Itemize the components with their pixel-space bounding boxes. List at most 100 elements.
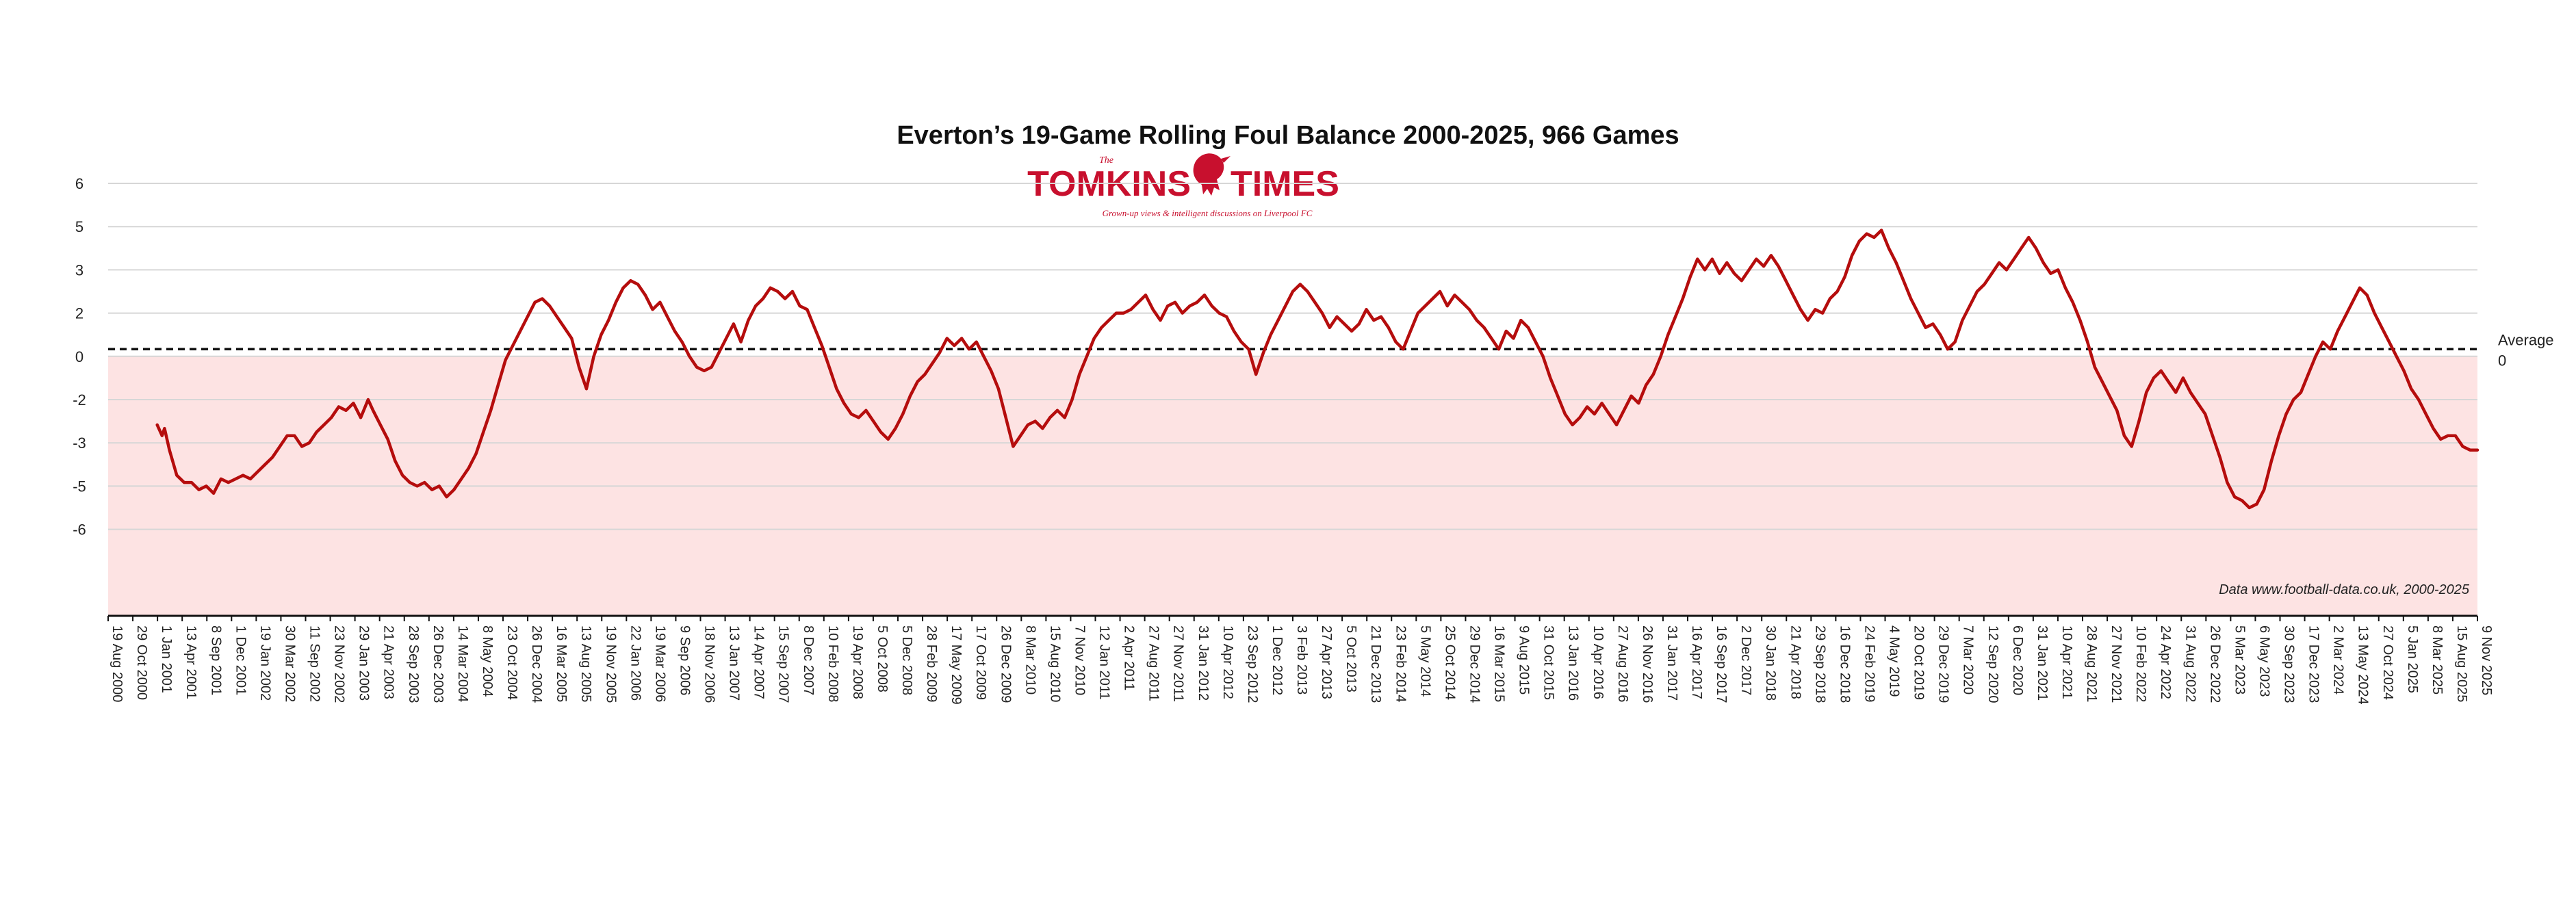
x-tick-label: 16 Dec 2018 (1837, 625, 1852, 703)
x-tick-label: 2 Apr 2011 (1122, 625, 1137, 690)
average-label: Average (2498, 331, 2554, 348)
x-tick-label: 19 Mar 2006 (652, 625, 667, 702)
x-tick-label: 5 Oct 2013 (1343, 625, 1358, 692)
x-tick-label: 27 Oct 2024 (2380, 625, 2395, 700)
x-tick-label: 10 Apr 2012 (1220, 625, 1235, 699)
data-source-note: Data www.football-data.co.uk, 2000-2025 (2219, 582, 2470, 597)
x-tick-label: 27 Nov 2011 (1171, 625, 1186, 702)
x-tick-label: 27 Aug 2011 (1146, 625, 1161, 701)
x-tick-label: 16 Mar 2005 (554, 625, 569, 702)
x-tick-label: 23 Nov 2002 (332, 625, 347, 703)
x-tick-label: 18 Nov 2006 (702, 625, 717, 703)
x-tick-label: 29 Dec 2014 (1467, 625, 1482, 703)
x-tick-label: 16 Sep 2017 (1714, 625, 1729, 703)
plot-area: 6 5 3 2 0 -2 -3 -5 -6 19 Aug 2000 29 Oct 2000 1 Jan… (73, 175, 2553, 705)
y-tick-label: 3 (75, 261, 83, 278)
x-tick-label: 6 Dec 2020 (2010, 625, 2025, 695)
x-tick-label: 7 Mar 2020 (1961, 625, 1976, 695)
x-tick-label: 8 Sep 2001 (208, 625, 223, 695)
x-tick-label: 29 Jan 2003 (357, 625, 372, 701)
x-tick-label: 1 Jan 2001 (159, 625, 174, 693)
logo-tagline: Grown-up views & intelligent discussions… (1103, 208, 1313, 218)
x-tick-label: 26 Dec 2004 (529, 625, 544, 703)
x-tick-label: 30 Mar 2002 (282, 625, 297, 702)
x-tick-label: 17 Dec 2023 (2306, 625, 2321, 703)
x-tick-label: 16 Mar 2015 (1492, 625, 1507, 702)
x-tick-label: 21 Apr 2003 (381, 625, 396, 699)
x-tick-label: 10 Apr 2016 (1590, 625, 1606, 699)
x-tick-label: 31 Jan 2021 (2035, 625, 2050, 701)
x-tick-label: 15 Sep 2007 (776, 625, 791, 703)
x-tick-label: 8 Dec 2007 (801, 625, 816, 695)
x-tick-label: 31 Jan 2012 (1196, 625, 1211, 701)
x-tick-label: 5 Mar 2023 (2232, 625, 2247, 695)
tomkins-times-logo: The TOMKINS TIMES Grown-up views & intel… (1027, 153, 1339, 218)
x-tick-label: 9 Sep 2006 (677, 625, 692, 695)
x-tick-label: 19 Nov 2005 (603, 625, 618, 703)
x-tick-label: 1 Dec 2001 (233, 625, 248, 695)
x-tick-label: 29 Dec 2019 (1936, 625, 1951, 703)
x-tick-label: 5 Jan 2025 (2405, 625, 2420, 693)
x-tick-label: 31 Oct 2015 (1541, 625, 1556, 700)
x-tick-label: 28 Feb 2009 (924, 625, 939, 702)
y-tick-label: 6 (75, 175, 83, 192)
x-tick-label: 22 Jan 2006 (628, 625, 643, 701)
x-tick-label: 13 Aug 2005 (578, 625, 593, 702)
x-tick-label: 26 Dec 2022 (2207, 625, 2222, 703)
x-tick-label: 10 Apr 2021 (2059, 625, 2074, 699)
x-tick-label: 25 Oct 2014 (1442, 625, 1457, 700)
x-tick-label: 10 Feb 2022 (2133, 625, 2148, 702)
x-tick-label: 29 Oct 2000 (134, 625, 149, 700)
x-tick-label: 27 Aug 2016 (1615, 625, 1630, 702)
x-tick-label: 19 Aug 2000 (110, 625, 125, 702)
x-tick-label: 3 Feb 2013 (1294, 625, 1309, 695)
series-line-everton (155, 229, 2480, 510)
x-tick-label: 20 Oct 2019 (1911, 625, 1927, 700)
x-tick-label: 15 Aug 2025 (2454, 625, 2469, 702)
x-tick-label: 1 Dec 2012 (1270, 625, 1285, 695)
x-tick-label: 28 Sep 2003 (406, 625, 421, 703)
chart-title: Everton’s 19-Game Rolling Foul Balance 2… (897, 121, 1679, 150)
x-tick-label: 6 May 2023 (2256, 625, 2271, 697)
x-tick-label: 13 Jan 2016 (1566, 625, 1581, 701)
y-tick-label: -3 (73, 434, 86, 452)
x-tick-label: 4 May 2019 (1887, 625, 1902, 697)
y-tick-label: -5 (73, 478, 86, 495)
x-tick-label: 2 Dec 2017 (1738, 625, 1753, 695)
x-tick-label: 9 Nov 2025 (2479, 625, 2494, 695)
x-tick-label: 17 May 2009 (949, 625, 964, 705)
x-tick-label: 8 Mar 2010 (1022, 625, 1038, 695)
x-tick-label: 19 Jan 2002 (257, 625, 272, 701)
x-tick-label: 5 Oct 2008 (875, 625, 890, 692)
x-tick-label: 28 Aug 2021 (2084, 625, 2099, 702)
x-tick-label: 21 Dec 2013 (1368, 625, 1383, 703)
x-tick-label: 11 Sep 2002 (307, 625, 322, 702)
x-tick-label: 15 Aug 2010 (1047, 625, 1062, 702)
x-tick-label: 30 Sep 2023 (2282, 625, 2297, 703)
x-tick-label: 8 May 2004 (480, 625, 495, 697)
x-tick-label: 14 Mar 2004 (455, 625, 470, 702)
x-tick-label: 29 Sep 2018 (1812, 625, 1827, 703)
x-tick-label: 23 Feb 2014 (1393, 625, 1408, 702)
x-tick-label: 9 Aug 2015 (1517, 625, 1532, 695)
x-tick-label: 21 Apr 2018 (1788, 625, 1803, 699)
x-tick-label: 7 Nov 2010 (1072, 625, 1087, 695)
x-tick-label: 13 Jan 2007 (727, 625, 742, 701)
x-tick-label: 16 Apr 2017 (1689, 625, 1704, 699)
x-tick-label: 19 Apr 2008 (850, 625, 865, 699)
x-tick-label: 31 Aug 2022 (2182, 625, 2198, 702)
x-tick-label: 27 Nov 2021 (2109, 625, 2124, 703)
y-tick-label: 2 (75, 305, 83, 322)
x-tick-label: 12 Jan 2011 (1097, 625, 1112, 700)
x-tick-label: 30 Jan 2018 (1763, 625, 1778, 701)
x-tick-label: 5 May 2014 (1417, 625, 1432, 697)
x-tick-label: 26 Nov 2016 (1640, 625, 1655, 703)
logo-the-text: The (1099, 155, 1113, 166)
x-tick-label: 5 Dec 2008 (899, 625, 914, 695)
x-tick-label: 8 Mar 2025 (2430, 625, 2445, 695)
x-tick-label: 24 Apr 2022 (2158, 625, 2173, 699)
x-tick-label: 2 Mar 2024 (2331, 625, 2346, 695)
y-tick-label: 5 (75, 218, 83, 235)
x-tick-label: 27 Apr 2013 (1319, 625, 1334, 699)
